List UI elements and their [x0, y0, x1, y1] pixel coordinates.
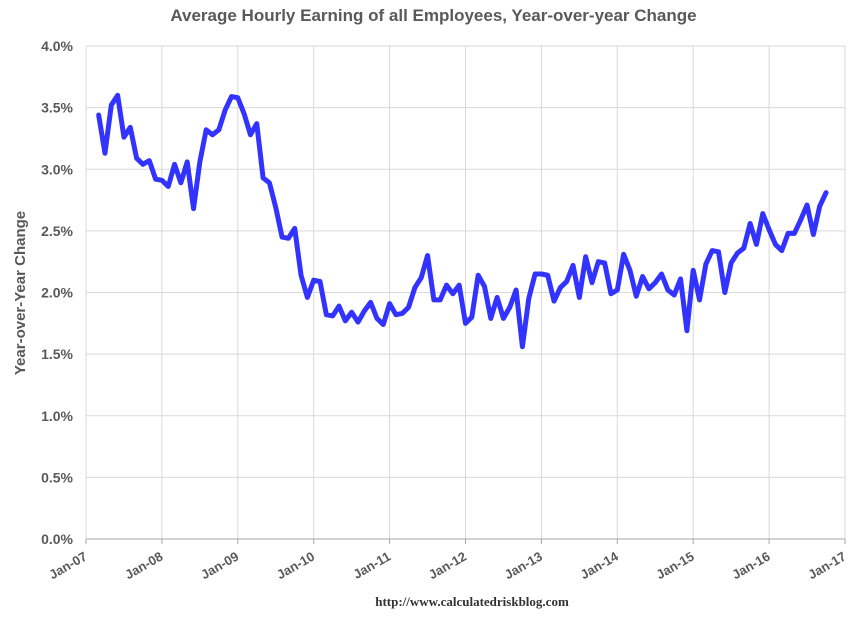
x-tick-label: Jan-08 — [122, 549, 165, 583]
x-tick-label: Jan-10 — [274, 549, 317, 583]
y-axis-label: Year-over-Year Change — [12, 211, 29, 375]
x-tick-label: Jan-13 — [502, 549, 545, 583]
x-tick-label: Jan-07 — [46, 549, 89, 583]
grid-lines — [86, 45, 846, 539]
x-tick-label: Jan-16 — [729, 549, 772, 583]
y-tick-label: 0.0% — [41, 531, 73, 547]
x-tick-label: Jan-14 — [578, 548, 622, 582]
x-tick-label: Jan-12 — [426, 549, 469, 583]
y-tick-label: 4.0% — [41, 38, 73, 54]
x-tick-label: Jan-09 — [198, 549, 241, 583]
x-tick-label: Jan-11 — [351, 549, 394, 582]
axes — [85, 46, 846, 544]
y-tick-label: 3.5% — [41, 100, 73, 116]
y-tick-label: 2.0% — [41, 285, 73, 301]
series-line — [96, 92, 829, 350]
x-tick-labels: Jan-07 Jan-08 Jan-09 Jan-10 Jan-11 Jan-12 Jan-… — [46, 548, 848, 582]
y-tick-labels: 0.0% 0.5% 1.0% 1.5% 2.0% 2.5% 3.0% 3.5% 4.0% — [41, 38, 73, 547]
y-tick-label: 0.5% — [41, 469, 73, 485]
y-tick-label: 1.5% — [41, 346, 73, 362]
chart-title: Average Hourly Earning of all Employees,… — [170, 6, 697, 25]
y-tick-label: 3.0% — [41, 161, 73, 177]
y-tick-label: 2.5% — [41, 223, 73, 239]
y-tick-label: 1.0% — [41, 408, 73, 424]
x-tick-label: Jan-17 — [805, 549, 848, 583]
x-tick-label: Jan-15 — [654, 549, 697, 583]
source-url: http://www.calculatedriskblog.com — [375, 594, 569, 609]
